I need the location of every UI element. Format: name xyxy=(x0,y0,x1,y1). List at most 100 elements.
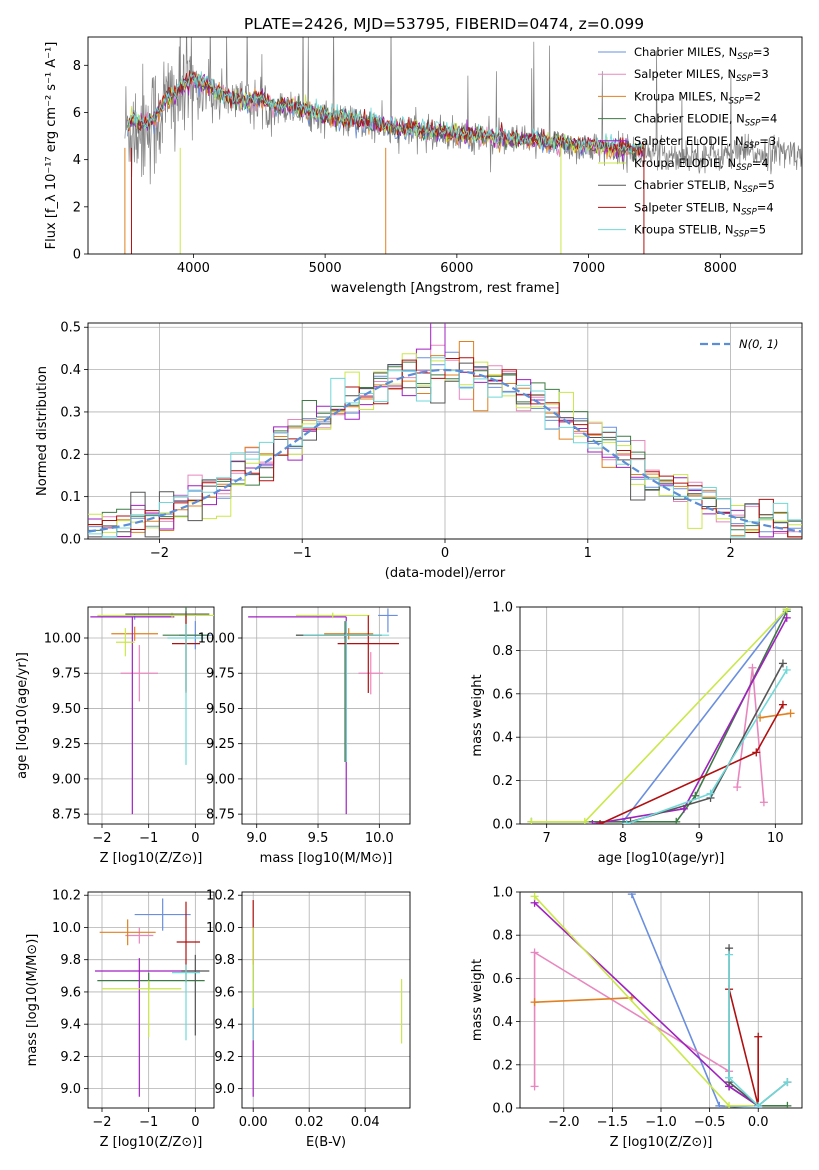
x-axis-label: (data-model)/error xyxy=(385,566,506,581)
y-tick-label: 9.25 xyxy=(206,737,235,752)
y-tick-label: 0.4 xyxy=(492,731,513,746)
y-axis-label: age [log10(age/yr)] xyxy=(15,652,30,779)
x-tick-label: 0 xyxy=(191,831,199,846)
series-line xyxy=(534,997,632,1003)
y-tick-label: 0.4 xyxy=(492,1015,513,1030)
axes-frame xyxy=(519,606,803,825)
series-chabrier-miles xyxy=(627,892,763,1108)
axes-frame xyxy=(87,891,215,1109)
x-tick-label: 6000 xyxy=(440,261,473,276)
legend-subscript: SSP xyxy=(745,119,761,129)
series-line xyxy=(599,704,784,824)
errorbar-kroupa-stelib xyxy=(167,623,205,765)
y-tick-label: 0.6 xyxy=(492,687,513,702)
x-tick-label: 10 xyxy=(767,831,784,846)
series-line xyxy=(728,989,760,1106)
errorbar-kroupa-miles xyxy=(324,628,374,640)
y-tick-label: 9.2 xyxy=(60,1050,81,1065)
legend-subscript: SSP xyxy=(729,96,745,106)
legend-label: Chabrier STELIB, NSSP=5 xyxy=(634,178,775,195)
y-tick-label: 9.4 xyxy=(60,1018,81,1033)
legend-value: =4 xyxy=(752,156,769,170)
chart-spectrum: 4000 5000 6000 7000 8000 0 2 4 6 8 wavelength [Ang… xyxy=(44,36,803,296)
x-tick-label: −1.5 xyxy=(597,1115,629,1130)
x-tick-label: 0.04 xyxy=(351,1115,380,1130)
histogram-chabrier-stelib xyxy=(88,362,802,538)
errorbar-kroupa-stelib xyxy=(172,964,200,1041)
series-chabrier-elodie xyxy=(527,607,791,824)
y-tick-label: 0.4 xyxy=(60,363,81,378)
x-tick-label: 5000 xyxy=(309,261,342,276)
y-tick-label: 0.0 xyxy=(492,818,513,833)
y-tick-label: 2 xyxy=(73,200,81,215)
x-tick-label: 0 xyxy=(441,546,449,561)
axes-frame xyxy=(241,606,411,825)
errorbar-chabrier-elodie xyxy=(295,621,382,762)
histogram-legend: N(0, 1) xyxy=(700,337,779,351)
y-tick-label: 9.6 xyxy=(214,985,235,1000)
legend-subscript: SSP xyxy=(737,52,753,62)
legend-subscript: SSP xyxy=(736,74,752,84)
legend-value: =3 xyxy=(753,45,770,59)
legend-subscript: SSP xyxy=(742,185,758,195)
axes-frame xyxy=(87,36,803,255)
y-tick-label: 0.5 xyxy=(60,321,81,336)
y-tick-label: 0.8 xyxy=(492,644,513,659)
y-tick-label: 10.00 xyxy=(198,632,235,647)
legend-subscript: SSP xyxy=(734,230,750,240)
series-line xyxy=(736,667,765,803)
y-tick-label: 4 xyxy=(73,153,81,168)
y-tick-label: 9.50 xyxy=(52,702,81,717)
series-area xyxy=(527,607,795,824)
errorbar-salpeter-miles xyxy=(125,927,154,944)
errorbar-area xyxy=(248,608,399,815)
y-tick-label: 0.2 xyxy=(492,774,513,789)
y-tick-label: 9.50 xyxy=(206,702,235,717)
y-tick-label: 9.0 xyxy=(60,1082,81,1097)
y-tick-label: 9.2 xyxy=(214,1050,235,1065)
legend-label: Chabrier ELODIE, NSSP=4 xyxy=(634,112,777,129)
axes-frame xyxy=(241,891,411,1109)
legend-subscript: SSP xyxy=(736,163,752,173)
x-tick-label: −1 xyxy=(293,546,312,561)
x-tick-label: 8000 xyxy=(704,261,737,276)
series-line xyxy=(759,712,791,719)
legend-label: Kroupa MILES, NSSP=2 xyxy=(634,89,761,106)
y-axis-label: Normed distribution xyxy=(35,366,50,496)
x-axis-label: Z [log10(Z/Z⊙)] xyxy=(100,1135,203,1150)
y-tick-label: 0.1 xyxy=(60,490,81,505)
series-area xyxy=(530,892,792,1108)
y-tick-label: 0.0 xyxy=(492,1102,513,1117)
chart-weight-vs-Z: −2.0 −1.5 −1.0 −0.5 0.0 0.0 0.2 0.4 0.6 0.8 1.0 Z [… xyxy=(470,886,803,1150)
legend-label: Salpeter MILES, NSSP=3 xyxy=(634,67,769,84)
series-line xyxy=(531,610,788,823)
histogram-area xyxy=(88,323,802,538)
errorbar-area xyxy=(95,898,210,1097)
x-tick-label: −2 xyxy=(92,1115,111,1130)
series-salpeter-miles xyxy=(530,948,734,1091)
errorbar-salpeter-stelib xyxy=(337,615,399,693)
x-tick-label: 0.02 xyxy=(295,1115,324,1130)
y-tick-label: 9.75 xyxy=(52,667,81,682)
x-tick-label: 7000 xyxy=(572,261,605,276)
y-tick-label: 1.0 xyxy=(492,601,513,616)
x-axis-label: E(B-V) xyxy=(306,1135,346,1150)
series-line xyxy=(728,954,788,1107)
y-tick-label: 9.8 xyxy=(60,953,81,968)
x-tick-label: 0.00 xyxy=(239,1115,268,1130)
axes-frame xyxy=(519,891,803,1109)
x-tick-label: −2.0 xyxy=(548,1115,580,1130)
legend-subscript: SSP xyxy=(741,207,757,217)
legend-label: Salpeter ELODIE, NSSP=3 xyxy=(634,134,776,151)
errorbar-salpeter-elodie xyxy=(90,616,175,815)
errorbar-kroupa-miles xyxy=(99,919,156,946)
y-tick-label: 0.0 xyxy=(60,533,81,548)
x-tick-label: 2 xyxy=(726,546,734,561)
legend-value: =5 xyxy=(758,178,775,192)
legend-value: =2 xyxy=(744,89,761,103)
y-tick-label: 9.4 xyxy=(214,1018,235,1033)
model-spectrum-kroupa-stelib xyxy=(127,71,645,159)
x-axis-label: Z [log10(Z/Z⊙)] xyxy=(100,851,203,866)
legend-label: Chabrier MILES, NSSP=3 xyxy=(634,45,770,62)
x-tick-label: 4000 xyxy=(177,261,210,276)
